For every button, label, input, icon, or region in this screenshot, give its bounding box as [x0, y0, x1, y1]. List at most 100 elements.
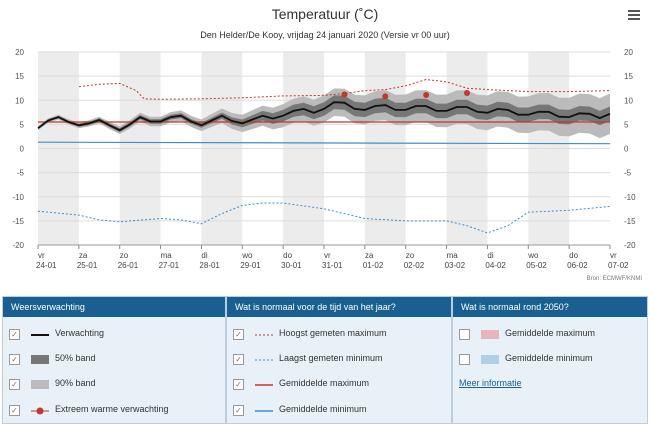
legend-item-hoogst-gemeten[interactable]: ✓ Hoogst gemeten maximum	[227, 325, 451, 345]
y-tick-left: -5	[17, 169, 25, 178]
x-tick-day: za	[365, 251, 374, 260]
y-tick-right: 0	[624, 145, 629, 154]
extreme-warm-dot	[341, 91, 348, 98]
x-tick-day: do	[283, 251, 292, 260]
y-tick-left: 10	[15, 96, 24, 105]
x-tick-date: 30-01	[281, 261, 302, 270]
legend-item-extreem-warm[interactable]: ✓ Extreem warme verwachting	[3, 401, 225, 421]
y-tick-left: 5	[20, 120, 25, 129]
line-red-icon	[255, 384, 273, 386]
legend-panel: Weersverwachting ✓ Verwachting ✓ 50% ban…	[2, 296, 648, 424]
legend-column-forecast: Weersverwachting ✓ Verwachting ✓ 50% ban…	[2, 296, 226, 424]
legend-item-gem-min[interactable]: ✓ Gemiddelde minimum	[227, 401, 451, 421]
x-tick-day: vr	[610, 251, 617, 260]
meer-informatie-link[interactable]: Meer informatie	[459, 378, 522, 388]
series-verwachting	[37, 101, 611, 132]
y-tick-left: -20	[12, 241, 24, 250]
legend-label-90-band: 90% band	[55, 378, 96, 388]
legend-item-gem-max[interactable]: ✓ Gemiddelde maximum	[227, 375, 451, 395]
x-tick-date: 25-01	[77, 261, 98, 270]
checkbox-90-band[interactable]: ✓	[9, 379, 20, 390]
checkbox-gem-min[interactable]: ✓	[233, 405, 244, 416]
checkbox-2050-max[interactable]	[459, 329, 470, 340]
legend-label-2050-max: Gemiddelde maximum	[505, 328, 596, 338]
band-lightblue-icon	[481, 355, 499, 364]
x-tick-day: di	[487, 251, 493, 260]
checkbox-verwachting[interactable]: ✓	[9, 329, 20, 340]
y-tick-left: -10	[12, 193, 24, 202]
band-50	[38, 95, 610, 133]
x-tick-date: 06-02	[567, 261, 588, 270]
x-tick-date: 03-02	[445, 261, 466, 270]
extreme-warm-dot	[423, 91, 430, 98]
x-tick-day: ma	[161, 251, 173, 260]
dot-red-icon	[31, 407, 49, 415]
legend-label-50-band: 50% band	[55, 353, 96, 363]
y-tick-right: 15	[624, 72, 633, 81]
y-tick-right: -15	[624, 217, 636, 226]
chart-subtitle: Den Helder/De Kooy, vrijdag 24 januari 2…	[200, 30, 450, 40]
legend-header-forecast: Weersverwachting	[3, 297, 225, 317]
checkbox-extreem-warm[interactable]: ✓	[9, 405, 20, 416]
legend-header-2050: Wat is normaal rond 2050?	[453, 297, 647, 317]
x-tick-date: 01-02	[363, 261, 384, 270]
x-tick-date: 29-01	[240, 261, 261, 270]
legend-label-2050-min: Gemiddelde minimum	[505, 353, 593, 363]
x-tick-day: di	[201, 251, 207, 260]
legend-label-gem-min: Gemiddelde minimum	[279, 404, 367, 414]
x-tick-day: wo	[241, 251, 253, 260]
legend-header-normal: Wat is normaal voor de tijd van het jaar…	[227, 297, 451, 317]
x-tick-day: do	[569, 251, 578, 260]
x-tick-date: 27-01	[159, 261, 180, 270]
legend-item-verwachting[interactable]: ✓ Verwachting	[3, 325, 225, 345]
series-hoogst-gemeten	[78, 78, 611, 100]
temperature-chart: 20 20 15 15 10 10 5 5 0 0 -5 -5 -10 -10 -15 -15 -20 -20 vr…	[12, 6, 642, 282]
line-blue-icon	[255, 410, 273, 412]
legend-label-laagst-gemeten: Laagst gemeten minimum	[279, 353, 383, 363]
legend-label-extreem-warm: Extreem warme verwachting	[55, 404, 169, 414]
legend-column-normal: Wat is normaal voor de tijd van het jaar…	[226, 296, 452, 424]
extreme-warm-dot	[464, 90, 470, 97]
x-tick-date: 26-01	[118, 261, 139, 270]
x-tick-day: vr	[324, 251, 331, 260]
band-light-icon	[31, 380, 49, 389]
checkbox-50-band[interactable]: ✓	[9, 354, 20, 365]
x-tick-day: za	[79, 251, 88, 260]
legend-item-90-band[interactable]: ✓ 90% band	[3, 375, 225, 395]
y-tick-right: 20	[624, 48, 633, 57]
legend-item-2050-max[interactable]: Gemiddelde maximum	[453, 325, 647, 345]
series-laagst-gemeten	[37, 202, 611, 234]
checkbox-gem-max[interactable]: ✓	[233, 379, 244, 390]
legend-item-2050-min[interactable]: Gemiddelde minimum	[453, 350, 647, 370]
y-tick-left: -15	[12, 217, 24, 226]
y-tick-right: -20	[624, 241, 636, 250]
chart-title: Temperatuur (˚C)	[271, 6, 379, 22]
dotted-blue-icon	[255, 359, 273, 361]
legend-label-hoogst-gemeten: Hoogst gemeten maximum	[279, 328, 387, 338]
legend-item-laagst-gemeten[interactable]: ✓ Laagst gemeten minimum	[227, 350, 451, 370]
y-tick-right: -5	[624, 169, 632, 178]
x-tick-day: zo	[406, 251, 415, 260]
y-tick-right: -10	[624, 193, 636, 202]
legend-item-50-band[interactable]: ✓ 50% band	[3, 350, 225, 370]
extreme-warm-dot	[382, 93, 389, 100]
checkbox-laagst-gemeten[interactable]: ✓	[233, 354, 244, 365]
band-pink-icon	[481, 330, 499, 339]
hamburger-menu-icon[interactable]	[628, 10, 640, 20]
legend-column-2050: Wat is normaal rond 2050? Gemiddelde max…	[452, 296, 648, 424]
chart-svg: 20 20 15 15 10 10 5 5 0 0 -5 -5 -10 -10 -15 -15 -20 -20 vr…	[12, 48, 636, 270]
x-tick-day: zo	[120, 251, 129, 260]
x-tick-day: vr	[38, 251, 45, 260]
legend-label-gem-max: Gemiddelde maximum	[279, 378, 370, 388]
x-tick-date: 31-01	[322, 261, 343, 270]
y-tick-left: 20	[15, 48, 24, 57]
x-tick-date: 02-02	[404, 261, 425, 270]
dotted-red-icon	[255, 334, 273, 336]
checkbox-2050-min[interactable]	[459, 354, 470, 365]
x-tick-date: 28-01	[199, 261, 220, 270]
y-tick-left: 15	[15, 72, 24, 81]
y-tick-right: 5	[624, 120, 629, 129]
x-tick-date: 07-02	[608, 261, 629, 270]
checkbox-hoogst-gemeten[interactable]: ✓	[233, 329, 244, 340]
x-tick-date: 04-02	[485, 261, 506, 270]
